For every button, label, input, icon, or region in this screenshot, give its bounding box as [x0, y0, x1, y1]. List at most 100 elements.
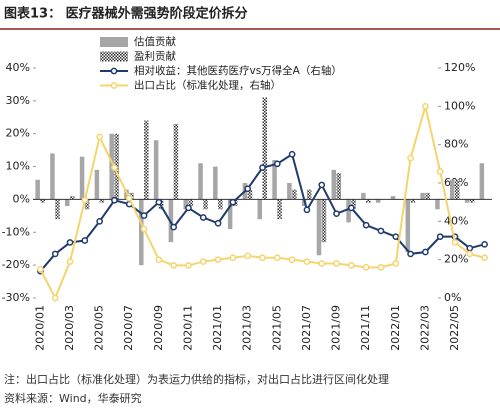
- bar: [99, 199, 105, 203]
- bar: [351, 199, 356, 210]
- bar: [50, 153, 55, 200]
- marker: [288, 150, 296, 158]
- bar: [292, 189, 297, 200]
- bar: [40, 199, 45, 203]
- x-tick-label: 2020/01: [33, 305, 46, 351]
- bar: [464, 199, 470, 203]
- marker: [96, 133, 103, 141]
- marker: [422, 102, 429, 110]
- marker: [214, 256, 222, 264]
- x-tick-label: 2020/05: [93, 305, 106, 351]
- marker: [377, 263, 385, 271]
- marker: [259, 254, 266, 262]
- bar: [70, 196, 75, 200]
- marker: [229, 198, 237, 206]
- x-tick-label: 2020/09: [152, 305, 165, 351]
- y-tick-label: 20%: [6, 127, 30, 140]
- bar: [331, 169, 337, 200]
- bar: [469, 199, 475, 203]
- bar: [361, 192, 366, 200]
- y2-tick-label: 20%: [444, 253, 468, 266]
- bar: [425, 192, 430, 200]
- marker: [244, 185, 252, 193]
- y2-tick-label: 120%: [444, 61, 475, 74]
- x-tick-label: 2021/07: [300, 305, 313, 351]
- bar: [94, 169, 100, 200]
- legend-swatch: [100, 51, 128, 62]
- marker: [377, 227, 385, 235]
- marker: [244, 252, 252, 260]
- marker: [347, 262, 355, 269]
- bar: [35, 179, 40, 200]
- marker: [185, 204, 192, 212]
- marker: [170, 262, 178, 269]
- bar: [277, 199, 282, 220]
- marker: [407, 154, 414, 162]
- marker: [436, 168, 444, 175]
- legend-label: 相对收益：其他医药医疗vs万得全A（右轴）: [134, 64, 342, 77]
- marker: [81, 237, 89, 244]
- marker: [481, 240, 488, 248]
- marker: [66, 258, 74, 265]
- marker: [333, 210, 340, 218]
- marker: [37, 265, 44, 273]
- y2-tick-label: 80%: [444, 138, 468, 151]
- marker: [81, 196, 89, 204]
- marker: [140, 212, 148, 219]
- marker: [111, 196, 118, 204]
- x-tick-label: 2020/03: [63, 305, 76, 351]
- source: 资料来源：Wind，华泰研究: [4, 391, 142, 405]
- x-tick-label: 2021/11: [359, 305, 372, 351]
- marker: [229, 254, 237, 262]
- marker: [51, 250, 59, 258]
- y2-tick-label: 0%: [444, 291, 461, 304]
- y2-tick-label: 100%: [444, 99, 475, 112]
- marker: [288, 256, 296, 264]
- marker: [362, 221, 370, 229]
- legend-marker: [110, 67, 118, 75]
- bar: [435, 199, 440, 210]
- bar: [272, 160, 277, 200]
- legend-swatch: [100, 37, 128, 47]
- bar: [183, 199, 188, 210]
- marker: [155, 198, 163, 206]
- bar: [410, 199, 416, 203]
- bar: [316, 199, 322, 256]
- bar: [375, 199, 381, 203]
- marker: [303, 258, 311, 265]
- marker: [273, 254, 281, 262]
- bar: [479, 163, 485, 200]
- marker: [422, 248, 429, 256]
- bar: [420, 192, 425, 200]
- x-tick-label: 2021/01: [211, 305, 224, 351]
- x-tick-label: 2020/11: [181, 305, 194, 351]
- marker: [111, 164, 118, 172]
- x-tick-label: 2020/07: [122, 305, 135, 351]
- marker: [155, 256, 163, 264]
- bar: [139, 199, 144, 266]
- bar: [321, 199, 327, 243]
- bar: [65, 199, 70, 206]
- marker: [66, 239, 74, 246]
- y2-tick-label: 40%: [444, 214, 468, 227]
- marker: [185, 262, 192, 269]
- marker: [273, 160, 281, 168]
- marker: [140, 225, 148, 233]
- bar: [390, 196, 396, 200]
- x-tick-label: 2021/03: [241, 305, 254, 351]
- marker: [318, 260, 326, 267]
- y-tick-label: 0%: [13, 192, 30, 205]
- bar: [218, 199, 223, 210]
- marker: [125, 194, 133, 202]
- marker: [51, 294, 59, 302]
- bar: [198, 163, 203, 200]
- y-tick-label: 10%: [6, 160, 30, 173]
- marker: [199, 214, 207, 221]
- bar: [257, 199, 262, 220]
- x-tick-label: 2022/01: [389, 305, 402, 351]
- marker: [199, 258, 207, 265]
- marker: [333, 260, 340, 267]
- bar: [173, 123, 179, 200]
- marker: [214, 219, 222, 227]
- legend-label: 出口占比（标准化处理，右轴）: [134, 79, 281, 92]
